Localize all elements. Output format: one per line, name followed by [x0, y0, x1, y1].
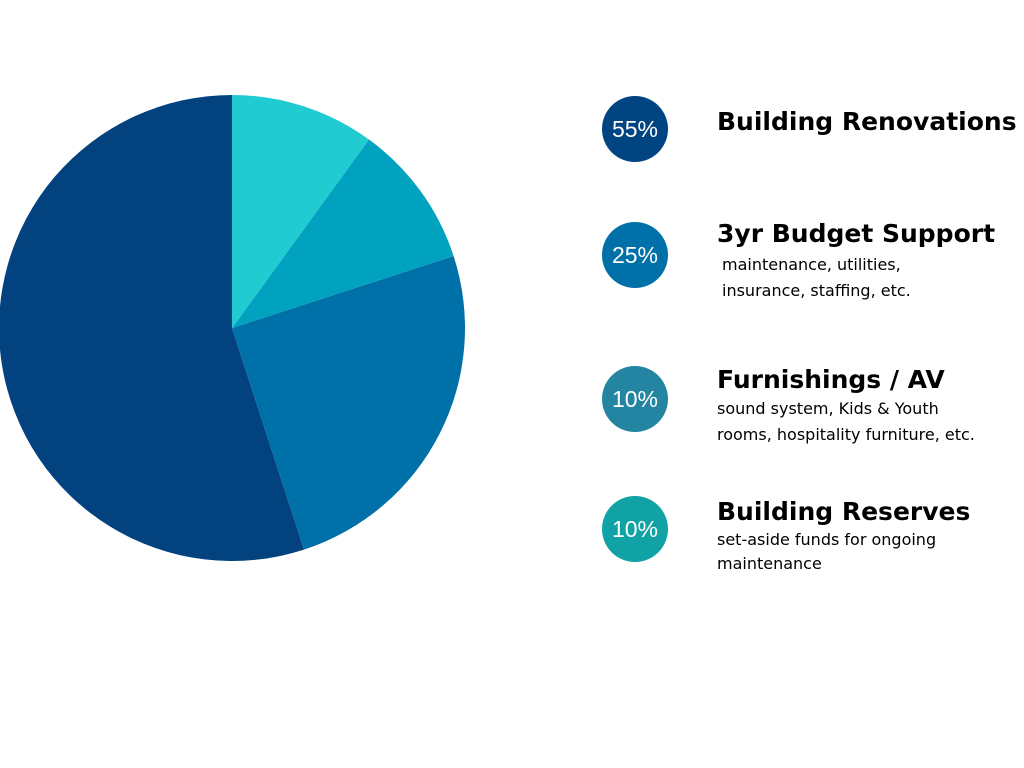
- percent-badge: 25%: [602, 222, 668, 288]
- pie-slice-building-reserves: [232, 95, 369, 328]
- legend-title: 3yr Budget Support: [717, 219, 996, 248]
- legend-title: Furnishings / AV: [717, 365, 945, 394]
- percent-badge: 10%: [602, 496, 668, 562]
- legend-title: Building Reserves: [717, 497, 971, 526]
- pie-chart: [0, 95, 465, 561]
- legend-title: Building Renovations: [717, 107, 1017, 136]
- legend-description: sound system, Kids & Youth rooms, hospit…: [717, 399, 975, 444]
- percent-badge: 10%: [602, 366, 668, 432]
- legend-description: set-aside funds for ongoing maintenance: [717, 530, 937, 573]
- pie-slice-building-renovations: [0, 95, 305, 561]
- pie-slice-3yr-budget-support: [232, 255, 465, 550]
- pie-slice-furnishings-av: [232, 139, 454, 328]
- legend-description: maintenance, utilities, insurance, staff…: [722, 255, 911, 300]
- percent-badge: 55%: [602, 96, 668, 162]
